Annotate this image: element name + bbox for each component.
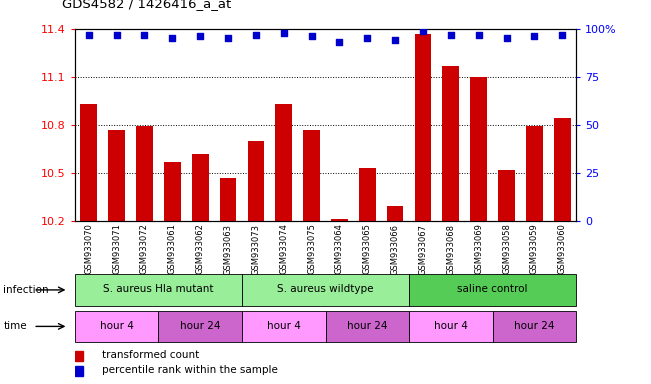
- Bar: [275, 104, 292, 221]
- Bar: [219, 177, 236, 221]
- Bar: [303, 129, 320, 221]
- Text: hour 4: hour 4: [100, 321, 133, 331]
- Bar: [75, 311, 158, 342]
- Bar: [331, 219, 348, 221]
- Bar: [75, 366, 83, 376]
- Bar: [326, 311, 409, 342]
- Bar: [359, 168, 376, 221]
- Point: [557, 31, 568, 38]
- Point: [390, 37, 400, 43]
- Text: transformed count: transformed count: [102, 350, 200, 360]
- Text: S. aureus wildtype: S. aureus wildtype: [277, 284, 374, 294]
- Bar: [242, 274, 409, 306]
- Point: [167, 35, 178, 41]
- Bar: [415, 34, 432, 221]
- Bar: [387, 207, 404, 221]
- Bar: [443, 66, 459, 221]
- Text: hour 4: hour 4: [267, 321, 301, 331]
- Point: [223, 35, 233, 41]
- Bar: [526, 126, 543, 221]
- Text: hour 24: hour 24: [514, 321, 555, 331]
- Text: saline control: saline control: [458, 284, 528, 294]
- Bar: [242, 311, 326, 342]
- Point: [307, 33, 317, 40]
- Bar: [554, 118, 570, 221]
- Bar: [75, 351, 83, 361]
- Point: [334, 39, 344, 45]
- Point: [362, 35, 372, 41]
- Point: [111, 31, 122, 38]
- Text: percentile rank within the sample: percentile rank within the sample: [102, 366, 279, 376]
- Point: [501, 35, 512, 41]
- Point: [139, 31, 150, 38]
- Bar: [136, 126, 153, 221]
- Text: GDS4582 / 1426416_a_at: GDS4582 / 1426416_a_at: [62, 0, 231, 10]
- Bar: [247, 141, 264, 221]
- Text: infection: infection: [3, 285, 49, 295]
- Bar: [498, 170, 515, 221]
- Bar: [75, 274, 242, 306]
- Point: [195, 33, 206, 40]
- Point: [251, 31, 261, 38]
- Text: hour 4: hour 4: [434, 321, 468, 331]
- Bar: [164, 162, 181, 221]
- Bar: [81, 104, 97, 221]
- Point: [418, 28, 428, 34]
- Text: hour 24: hour 24: [347, 321, 387, 331]
- Text: hour 24: hour 24: [180, 321, 221, 331]
- Point: [473, 31, 484, 38]
- Text: time: time: [3, 321, 27, 331]
- Bar: [470, 77, 487, 221]
- Bar: [493, 311, 576, 342]
- Point: [83, 31, 94, 38]
- Point: [445, 31, 456, 38]
- Bar: [158, 311, 242, 342]
- Point: [279, 30, 289, 36]
- Bar: [409, 274, 576, 306]
- Text: S. aureus Hla mutant: S. aureus Hla mutant: [103, 284, 214, 294]
- Bar: [108, 129, 125, 221]
- Point: [529, 33, 540, 40]
- Bar: [409, 311, 493, 342]
- Bar: [192, 154, 208, 221]
